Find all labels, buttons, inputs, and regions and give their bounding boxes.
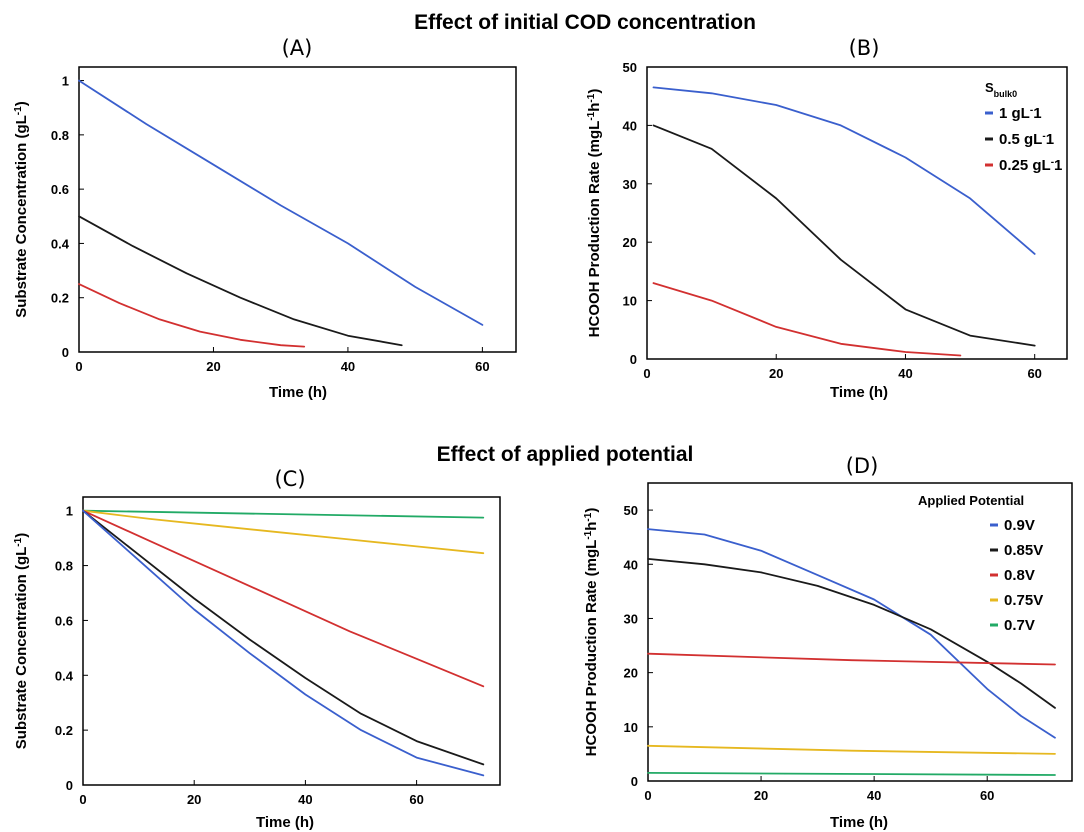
panel-label: (D)	[846, 454, 879, 478]
legend-entry-label: 0.7V	[1004, 617, 1035, 634]
series-line-5	[647, 772, 1056, 776]
x-tick-label: 20	[754, 788, 768, 803]
y-axis-label: HCOOH Production Rate (mgL-1h-1)	[583, 508, 601, 757]
x-tick-label: 20	[187, 792, 201, 807]
top-section-title: Effect of initial COD concentration	[414, 11, 756, 34]
y-tick-label: 20	[623, 235, 637, 250]
y-tick-label: 0	[66, 778, 73, 793]
series-line-3	[78, 283, 306, 348]
plot-frame	[78, 66, 517, 353]
plot-frame	[647, 482, 1073, 782]
y-tick-label: 30	[623, 177, 637, 192]
panel-a: (A) 0 20 40 60 0 0.2 0.4 0.6 0.8 1 Time (h) Substrat…	[13, 36, 517, 401]
series-line-2	[647, 558, 1056, 709]
x-tick-label: 60	[475, 359, 489, 374]
x-tick-label: 0	[643, 366, 650, 381]
series-line-1	[78, 79, 484, 326]
y-tick-label: 1	[66, 504, 73, 519]
y-tick-label: 1	[62, 74, 69, 89]
y-tick-label: 50	[624, 503, 638, 518]
bottom-section-title: Effect of applied potential	[437, 443, 694, 466]
panel-label: (C)	[274, 467, 305, 491]
x-axis-label: Time (h)	[269, 384, 327, 401]
legend-entry-label: 0.25 gL-1	[999, 157, 1062, 175]
panel-label: (A)	[282, 36, 313, 60]
panel-c: (C) 0 20 40 60 0 0.2 0.4 0.6 0.8 1 Time (h) Substrat…	[13, 467, 501, 831]
series-line-2	[82, 509, 485, 555]
plot-frame	[646, 66, 1068, 360]
x-tick-label: 0	[644, 788, 651, 803]
y-tick-label: 0	[630, 352, 637, 367]
y-tick-label: 10	[624, 720, 638, 735]
y-tick-label: 0.2	[55, 723, 73, 738]
panels: (A) 0 20 40 60 0 0.2 0.4 0.6 0.8 1 Time (h) Substrat…	[13, 36, 1073, 831]
y-axis-label: Substrate Concentration (gL-1)	[13, 533, 31, 749]
y-tick-label: 0.2	[51, 291, 69, 306]
y-tick-label: 0.8	[51, 128, 69, 143]
legend-entry-label: 0.85V	[1004, 542, 1043, 559]
legend-title: Applied Potential	[918, 493, 1024, 508]
x-tick-label: 40	[898, 366, 912, 381]
plot-frame	[82, 496, 501, 786]
legend: Sbulk0 1 gL-1 0.5 gL-1 0.25 gL-1	[985, 80, 1062, 174]
x-tick-label: 40	[298, 792, 312, 807]
x-tick-label: 40	[341, 359, 355, 374]
y-axis-label: Substrate Concentration (gL-1)	[13, 101, 31, 317]
y-tick-label: 0.4	[55, 668, 74, 683]
x-axis-label: Time (h)	[830, 814, 888, 831]
panel-label: (B)	[849, 36, 880, 60]
series-line-2	[78, 215, 403, 347]
legend: Applied Potential 0.9V 0.85V 0.8V 0.75V 0.7V	[918, 493, 1043, 634]
x-tick-label: 20	[769, 366, 783, 381]
series-line-1	[82, 509, 485, 519]
y-tick-label: 40	[623, 118, 637, 133]
series-line-3	[647, 652, 1056, 666]
panel-d: (D) 0 20 40 60 0 10 20 30 40 50 Time (h) HCOOH Produ…	[583, 454, 1073, 831]
x-tick-label: 0	[79, 792, 86, 807]
legend-title: Sbulk0	[985, 80, 1017, 99]
y-tick-label: 0	[631, 774, 638, 789]
legend-entry-label: 1 gL-1	[999, 105, 1042, 123]
x-tick-label: 60	[980, 788, 994, 803]
legend-entry-label: 0.75V	[1004, 592, 1043, 609]
series-line-3	[652, 282, 962, 357]
legend-entry-label: 0.8V	[1004, 567, 1035, 584]
y-tick-label: 50	[623, 60, 637, 75]
x-axis-label: Time (h)	[256, 814, 314, 831]
x-tick-label: 60	[1027, 366, 1041, 381]
y-tick-label: 0.6	[51, 182, 69, 197]
legend-entry-label: 0.9V	[1004, 517, 1035, 534]
y-tick-label: 20	[624, 666, 638, 681]
series-line-3	[82, 509, 485, 688]
y-tick-label: 30	[624, 611, 638, 626]
x-tick-label: 0	[75, 359, 82, 374]
y-tick-label: 10	[623, 294, 637, 309]
y-tick-label: 0.6	[55, 613, 73, 628]
y-axis-label: HCOOH Production Rate (mgL-1h-1)	[586, 89, 604, 338]
y-tick-label: 0	[62, 345, 69, 360]
x-tick-label: 20	[206, 359, 220, 374]
series-line-1	[647, 528, 1056, 739]
x-axis-label: Time (h)	[830, 384, 888, 401]
y-tick-label: 0.8	[55, 559, 73, 574]
x-tick-label: 40	[867, 788, 881, 803]
panel-b: (B) 0 20 40 60 0 10 20 30 40 50 Time (h) HCOOH Produ…	[586, 36, 1068, 401]
series-line-2	[652, 124, 1036, 347]
y-tick-label: 0.4	[51, 236, 70, 251]
series-line-5	[82, 509, 485, 777]
x-tick-label: 60	[409, 792, 423, 807]
series-line-1	[652, 86, 1036, 255]
series-line-4	[82, 509, 485, 766]
series-line-4	[647, 744, 1056, 755]
legend-entry-label: 0.5 gL-1	[999, 131, 1054, 149]
y-tick-label: 40	[624, 557, 638, 572]
